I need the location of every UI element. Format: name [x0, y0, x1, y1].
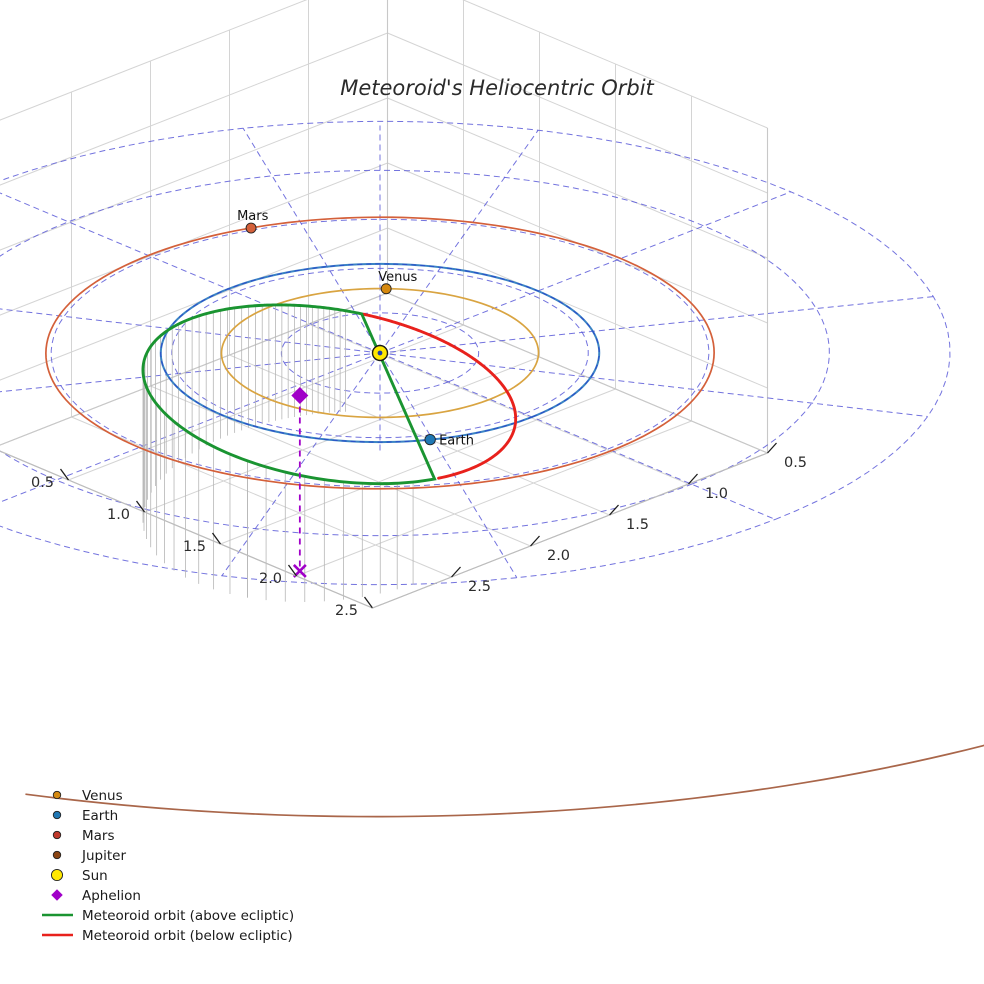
aphelion-marker [291, 386, 309, 404]
legend-label-6: Meteoroid orbit (above ecliptic) [82, 908, 294, 924]
mars-marker [245, 222, 257, 234]
legend-label-2: Mars [82, 828, 115, 844]
sun-core [377, 350, 383, 356]
legend-marker-1 [52, 810, 62, 820]
legend-marker-2 [52, 830, 62, 840]
y-tick-label-2: 1.5 [626, 517, 649, 533]
x-tick-label-0: 0.5 [31, 475, 54, 491]
x-tick-label-3: 2.0 [259, 571, 282, 587]
legend-label-3: Jupiter [81, 848, 126, 864]
legend-label-4: Sun [82, 868, 108, 884]
legend-label-1: Earth [82, 808, 118, 824]
axis-lines-ticks: 0.51.01.52.02.50.51.01.52.02.5-0.50.00.5… [0, 442, 807, 619]
x-tick-label-4: 2.5 [335, 603, 358, 619]
legend-label-0: Venus [82, 788, 123, 804]
body-markers: Mars Venus Earth [237, 209, 474, 578]
legend-marker-3 [52, 850, 62, 860]
x-tick-label-1: 1.0 [107, 507, 130, 523]
stem-lines [142, 304, 414, 603]
venus-label: Venus [378, 270, 417, 285]
meteoroid-orbit [141, 303, 518, 486]
y-tick-label-1: 1.0 [705, 486, 728, 502]
y-tick-label-0: 0.5 [784, 455, 807, 471]
legend-sun-core [55, 873, 59, 877]
planet-orbits [25, 216, 984, 818]
legend-marker-0 [52, 790, 62, 800]
x-tick-label-2: 1.5 [183, 539, 206, 555]
venus-marker [380, 283, 392, 295]
earth-marker [424, 434, 436, 446]
ecliptic-grid [0, 120, 951, 586]
legend-label-7: Meteoroid orbit (below ecliptic) [82, 928, 293, 944]
mars-label: Mars [237, 209, 269, 224]
y-tick-label-3: 2.0 [547, 548, 570, 564]
page-title: Meteoroid's Heliocentric Orbit [340, 76, 654, 100]
y-tick-label-4: 2.5 [468, 579, 491, 595]
legend: Venus Earth Mars Jupiter Sun Aphelion Meteoroi… [42, 788, 294, 944]
legend-label-5: Aphelion [82, 888, 141, 904]
legend-marker-5 [51, 889, 63, 901]
earth-label: Earth [439, 434, 474, 449]
